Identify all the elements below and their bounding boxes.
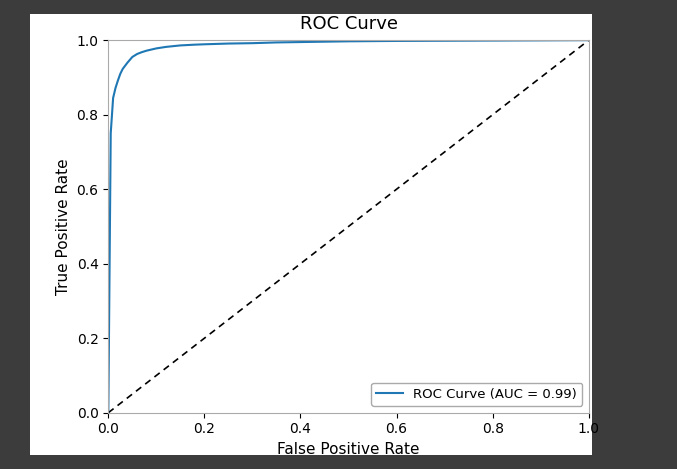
ROC Curve (AUC = 0.99) xyxy=(224,41,232,46)
ROC Curve (AUC = 0.99) xyxy=(123,60,131,65)
ROC Curve (AUC = 0.99) xyxy=(112,85,120,91)
ROC Curve (AUC = 0.99) xyxy=(297,39,305,45)
ROC Curve (AUC = 0.99) xyxy=(143,48,151,53)
ROC Curve (AUC = 0.99) xyxy=(191,42,199,47)
ROC Curve (AUC = 0.99) xyxy=(138,49,146,55)
ROC Curve (AUC = 0.99) xyxy=(176,43,184,48)
Title: ROC Curve: ROC Curve xyxy=(299,15,397,33)
ROC Curve (AUC = 0.99) xyxy=(128,54,136,60)
ROC Curve (AUC = 0.99) xyxy=(248,40,257,46)
ROC Curve (AUC = 0.99) xyxy=(272,39,280,45)
ROC Curve (AUC = 0.99) xyxy=(104,410,112,416)
ROC Curve (AUC = 0.99) xyxy=(441,38,449,44)
Line: ROC Curve (AUC = 0.99): ROC Curve (AUC = 0.99) xyxy=(108,40,589,413)
Y-axis label: True Positive Rate: True Positive Rate xyxy=(56,158,71,295)
ROC Curve (AUC = 0.99) xyxy=(107,130,115,136)
ROC Curve (AUC = 0.99) xyxy=(200,41,209,47)
ROC Curve (AUC = 0.99) xyxy=(585,38,593,43)
ROC Curve (AUC = 0.99) xyxy=(537,38,545,43)
X-axis label: False Positive Rate: False Positive Rate xyxy=(278,442,420,457)
ROC Curve (AUC = 0.99) xyxy=(109,95,117,101)
ROC Curve (AUC = 0.99) xyxy=(152,45,160,51)
ROC Curve (AUC = 0.99) xyxy=(116,71,125,76)
ROC Curve (AUC = 0.99) xyxy=(118,66,127,72)
Legend: ROC Curve (AUC = 0.99): ROC Curve (AUC = 0.99) xyxy=(371,383,582,406)
ROC Curve (AUC = 0.99) xyxy=(114,77,122,83)
ROC Curve (AUC = 0.99) xyxy=(133,51,141,57)
ROC Curve (AUC = 0.99) xyxy=(393,38,401,44)
ROC Curve (AUC = 0.99) xyxy=(148,47,156,53)
ROC Curve (AUC = 0.99) xyxy=(489,38,497,43)
ROC Curve (AUC = 0.99) xyxy=(162,44,170,50)
ROC Curve (AUC = 0.99) xyxy=(345,38,353,44)
